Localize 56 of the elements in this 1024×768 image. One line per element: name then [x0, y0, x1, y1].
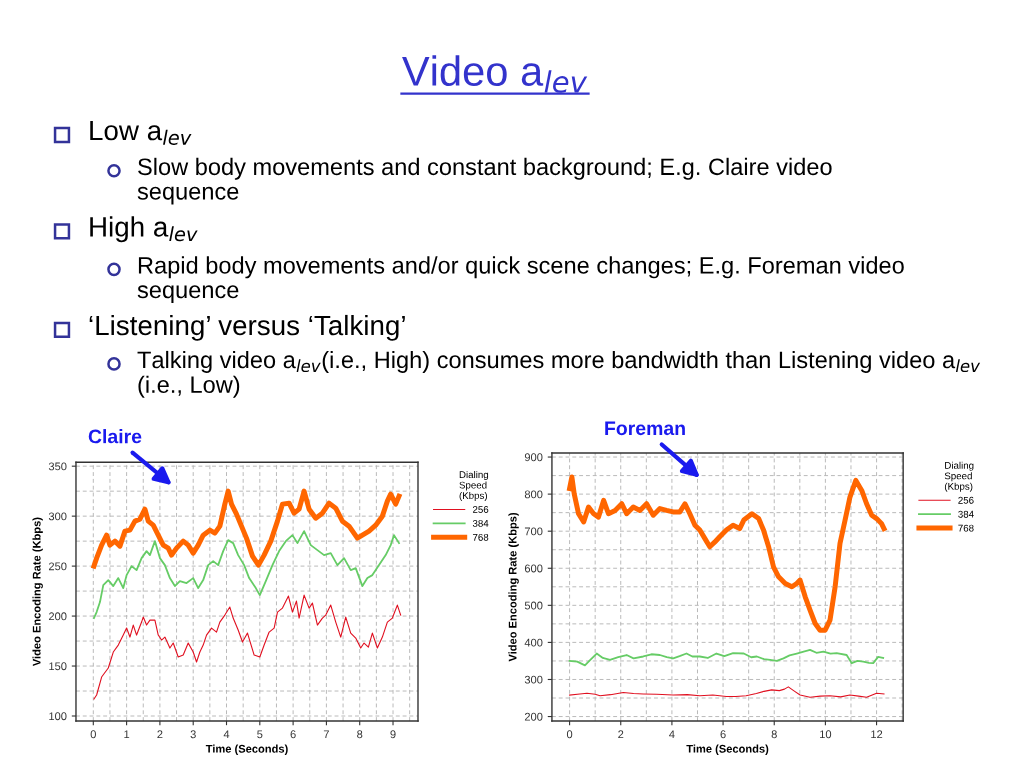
text: ‘Listening’ versus ‘Talking’ — [89, 314, 405, 341]
x-tick-label: 2 — [157, 730, 163, 739]
legend-label: 256 — [958, 496, 974, 504]
x-tick-label: 6 — [720, 730, 726, 739]
y-tick-label: 700 — [524, 527, 543, 536]
legend-title: Dialing Speed (Kbps) — [459, 470, 489, 501]
y-tick-label: 200 — [48, 612, 67, 621]
y-tick-label: 600 — [524, 564, 543, 573]
x-tick-label: 3 — [190, 730, 196, 739]
y-tick-label: 250 — [48, 562, 67, 571]
y-tick-label: 350 — [48, 462, 67, 471]
line-series — [93, 530, 400, 619]
x-tick-label: 5 — [257, 730, 263, 739]
x-tick-label: 8 — [357, 730, 363, 739]
line-series — [568, 648, 885, 667]
y-tick-label: 150 — [49, 662, 67, 671]
legend-label: 384 — [958, 510, 974, 518]
x-tick-label: 9 — [390, 730, 396, 739]
x-tick-label: 2 — [618, 730, 624, 739]
y-tick-label: 500 — [524, 601, 543, 610]
x-tick-label: 0 — [90, 730, 96, 739]
x-tick-label: 6 — [290, 730, 296, 739]
legend-label: 768 — [958, 524, 974, 532]
x-tick-label: 7 — [323, 730, 329, 739]
text: High a$_{lev}$ — [90, 216, 198, 243]
x-tick-label: 8 — [771, 730, 777, 739]
legend-label: 384 — [472, 519, 489, 527]
y-tick-label: 200 — [524, 712, 543, 721]
text: Rapid body movements and/or quick scene changes; E.g. Foreman video sequence — [137, 256, 904, 303]
x-tick-label: 10 — [820, 730, 832, 739]
y-axis-title: Video Encoding Rate (Kbps) — [32, 517, 43, 667]
x-axis-title: Time (Seconds) — [686, 744, 769, 755]
text: Talking video a$_{lev}$(i.e., High) consumes more bandwidth than Listening video a$_{lev}$ (i.e., Low) — [137, 350, 981, 398]
legend-label: 768 — [472, 533, 489, 541]
y-tick-label: 400 — [524, 638, 543, 647]
x-tick-label: 0 — [566, 730, 573, 739]
x-tick-label: 4 — [223, 730, 230, 739]
line-series — [93, 594, 402, 700]
y-tick-label: 100 — [49, 712, 67, 721]
y-tick-label: 300 — [524, 675, 543, 684]
line-series — [569, 686, 885, 698]
text: Slow body movements and constant background; E.g. Claire video sequence — [137, 157, 832, 205]
x-tick-label: 12 — [871, 730, 883, 739]
legend-title: Dialing Speed (Kbps) — [944, 461, 974, 492]
x-tick-label: 4 — [669, 730, 675, 739]
legend-label: 256 — [472, 506, 489, 513]
y-tick-label: 900 — [524, 453, 543, 462]
chart-title: Claire — [88, 429, 142, 444]
y-tick-label: 800 — [524, 490, 543, 499]
y-tick-label: 300 — [48, 512, 67, 521]
x-axis-title: Time (Seconds) — [205, 744, 288, 755]
y-axis-title: Video Encoding Rate (Kbps) — [508, 512, 519, 662]
text: Low a$_{lev}$ — [90, 120, 192, 145]
chart-title: Foreman — [605, 421, 685, 436]
x-tick-label: 1 — [124, 730, 130, 739]
text: Video a$_{lev}$ — [402, 55, 588, 93]
